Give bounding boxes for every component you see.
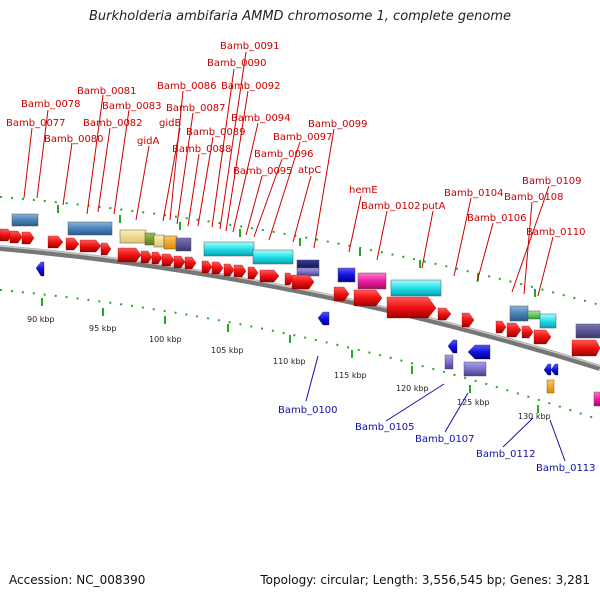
scale-label: 125 kbp [457,398,490,407]
gene-label: gidA [137,136,159,147]
gene-label: Bamb_0105 [355,422,415,433]
map-title: Burkholderia ambifaria AMMD chromosome 1… [88,9,512,24]
gene-label: Bamb_0113 [536,463,596,474]
gene-label: Bamb_0091 [220,41,280,52]
gene-label: Bamb_0092 [221,81,281,92]
topology-label: Topology: circular; Length: 3,556,545 bp… [260,573,590,587]
scale-label: 100 kbp [149,335,182,344]
gene-label: Bamb_0077 [6,118,66,129]
reverse-gene-arrows [35,261,559,376]
scale-label: 95 kbp [89,324,117,333]
forward-gene-labels: Bamb_0091 Bamb_0090 Bamb_0092 Bamb_0086 … [6,41,586,238]
gene-label: Bamb_0106 [467,213,527,224]
gene-label: Bamb_0090 [207,58,267,69]
scale-label: 130 kbp [518,412,551,421]
gene-label: Bamb_0081 [77,86,137,97]
reverse-cog-blocks [444,354,600,407]
gene-label: Bamb_0102 [361,201,421,212]
forward-leaders [23,51,554,297]
gene-label: putA [422,201,446,212]
scale-label: 105 kbp [211,346,244,355]
gene-label: Bamb_0108 [504,192,564,203]
scale-labels: 90 kbp 95 kbp 100 kbp 105 kbp 110 kbp 11… [27,315,551,421]
scale-label: 120 kbp [396,384,429,393]
gene-label: Bamb_0080 [44,134,104,145]
gene-label: Bamb_0097 [273,132,333,143]
scale-label: 115 kbp [334,371,367,380]
gene-label: Bamb_0078 [21,99,81,110]
reverse-gene-labels: Bamb_0100 Bamb_0105 Bamb_0107 Bamb_0112 … [278,405,596,474]
reverse-leaders [305,355,566,462]
gene-label: atpC [298,165,321,176]
gene-label: hemE [349,185,378,196]
gene-label: Bamb_0112 [476,449,536,460]
gene-label: Bamb_0109 [522,176,582,187]
gene-label: Bamb_0099 [308,119,368,130]
gene-label: Bamb_0082 [83,118,143,129]
gene-label: gidB [159,118,181,129]
accession-label: Accession: NC_008390 [9,573,146,587]
gene-label: Bamb_0104 [444,188,504,199]
gene-label: Bamb_0094 [231,113,291,124]
gene-label: Bamb_0110 [526,227,586,238]
genome-map: 90 kbp 95 kbp 100 kbp 105 kbp 110 kbp 11… [0,41,600,474]
gene-label: Bamb_0086 [157,81,217,92]
cog-blocks-outer [11,213,600,339]
major-ticks [41,205,539,413]
gene-label: Bamb_0100 [278,405,338,416]
gene-label: Bamb_0096 [254,149,314,160]
gene-label: Bamb_0087 [166,103,226,114]
gene-label: Bamb_0095 [233,166,293,177]
gene-label: Bamb_0088 [172,144,232,155]
gene-label: Bamb_0107 [415,434,475,445]
gene-label: Bamb_0089 [186,127,246,138]
gene-label: Bamb_0083 [102,101,162,112]
scale-label: 110 kbp [273,357,306,366]
scale-label: 90 kbp [27,315,55,324]
forward-gene-arrows [0,228,600,357]
genome-backbone [0,245,600,371]
